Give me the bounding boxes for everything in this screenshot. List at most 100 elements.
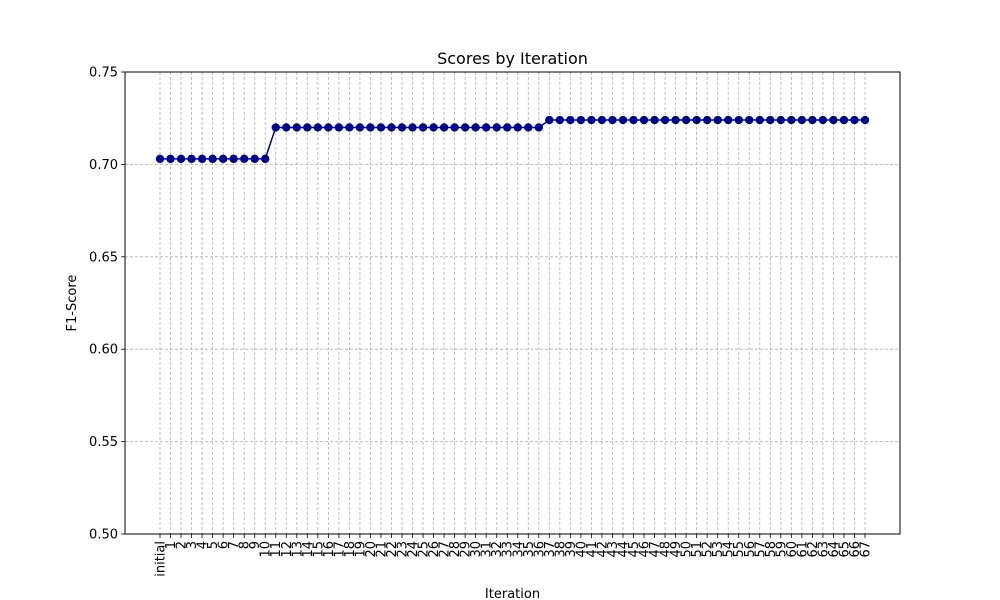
data-point [292,123,301,132]
x-tick-label: 9 [248,541,263,549]
data-point [218,154,228,164]
x-tick-label: 10 [259,541,274,558]
x-tick-label: 65 [837,541,852,558]
x-tick-label: 17 [332,541,347,558]
data-point [187,154,196,164]
y-axis-label: F1-Score [65,275,80,332]
data-point [366,123,375,132]
data-point [355,123,365,132]
data-point [208,154,217,164]
x-tick-label: 34 [511,541,526,558]
x-tick-label: 4 [196,541,211,549]
x-tick-label: 59 [774,541,789,558]
data-point [534,123,544,132]
data-point [324,123,333,132]
x-tick-label: 67 [859,541,874,558]
y-axis: 0.50 0.55 0.60 0.65 0.70 0.75 [89,66,125,543]
x-tick-label: 33 [501,541,516,558]
x-tick-label: 51 [690,541,705,558]
data-point [576,115,586,125]
data-point [239,154,249,164]
plot-frame [124,71,901,535]
data-point [524,123,533,132]
data-point [439,123,449,132]
x-tick-label: 39 [564,541,579,558]
data-point [513,123,522,132]
x-tick-label: 37 [543,541,558,558]
data-point [408,123,417,132]
x-tick-label: 1 [164,541,179,549]
y-tick-label: 0.65 [89,250,118,265]
x-tick-label: 47 [648,541,663,558]
data-point [702,115,712,125]
data-point [566,115,575,125]
data-point [261,154,270,164]
x-tick-label: 31 [480,541,495,558]
x-tick-label: 35 [522,541,537,558]
data-point [492,123,501,132]
y-tick-label: 0.50 [89,528,118,543]
data-point [597,115,607,125]
data-point [692,115,701,125]
x-tick-label: 30 [469,541,484,558]
x-tick-label: 62 [806,541,821,558]
chart-title: Scores by Iteration [437,49,588,68]
data-point [660,115,670,125]
data-point [776,115,786,125]
x-tick-label: 44 [616,541,631,558]
x-tick-label: 14 [301,541,316,558]
x-tick-label: 53 [711,541,726,558]
grid-layer [125,71,900,535]
data-point [587,115,596,125]
x-tick-label: 38 [553,541,568,558]
data-point [450,123,459,132]
x-tick-label: 29 [459,541,474,558]
data-point [387,123,396,132]
x-tick-label: 63 [816,541,831,558]
x-tick-label: 2 [175,541,190,549]
x-tick-label: 32 [490,541,505,558]
data-point [334,123,344,132]
data-point [755,115,764,125]
x-tick-label: 3 [185,541,200,549]
data-point [850,115,859,125]
x-tick-label: 18 [343,541,358,558]
data-point [429,123,438,132]
x-tick-label: 57 [753,541,768,558]
data-point [681,115,691,125]
data-point [376,123,386,132]
x-tick-label: 8 [238,541,253,549]
data-point [745,115,754,125]
y-tick-label: 0.55 [89,435,118,450]
series-line [160,119,865,160]
x-tick-label: 26 [427,541,442,558]
x-tick-label: 56 [743,541,758,558]
x-tick-label: 60 [785,541,800,558]
x-tick-label: initial [154,541,169,577]
x-tick-label: 12 [280,541,295,558]
data-point [787,115,796,125]
x-tick-label: 48 [659,541,674,558]
x-tick-label: 15 [311,541,326,558]
x-tick-label: 58 [764,541,779,558]
x-axis: initial123456789101112131415161718192021… [154,534,874,577]
data-point [860,115,870,125]
data-point [808,115,817,125]
data-point [639,115,649,125]
data-point [155,154,165,164]
x-tick-label: 64 [827,541,842,558]
y-tick-label: 0.75 [89,66,118,81]
data-point [797,115,807,125]
data-point [724,115,733,125]
data-point [229,154,238,164]
data-point [345,123,354,132]
data-point [629,115,638,125]
x-tick-label: 61 [795,541,810,558]
x-tick-label: 45 [627,541,642,558]
data-point [545,115,554,125]
x-tick-label: 52 [701,541,716,558]
x-tick-label: 24 [406,541,421,558]
data-point [271,123,280,132]
data-point [282,123,291,132]
